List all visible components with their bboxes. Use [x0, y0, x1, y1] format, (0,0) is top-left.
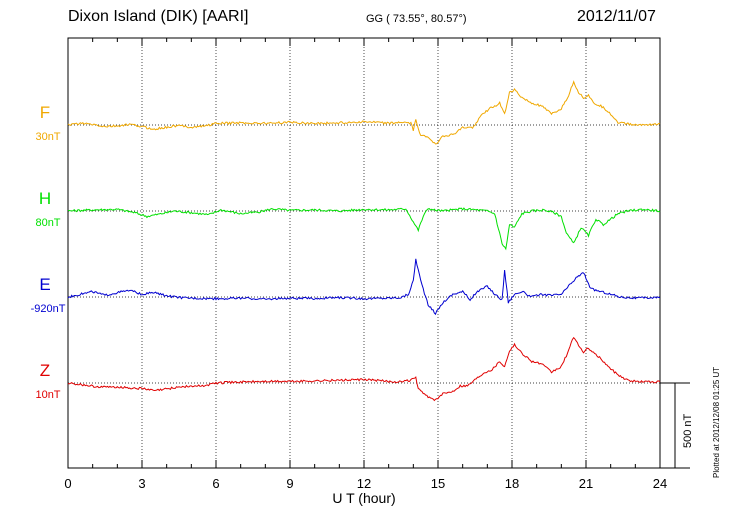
tick-label-18: 18: [505, 476, 519, 491]
series-baseline-value-Z: 10nT: [35, 389, 60, 401]
station-title: Dixon Island (DIK) [AARI]: [68, 8, 249, 25]
series-line-E: [67, 258, 660, 316]
series-name-F: F: [40, 103, 50, 122]
scale-bar: 500 nT: [660, 382, 694, 469]
series-line-Z: [67, 336, 661, 402]
plotted-at-footer: Plotted at 2012/12/08 01:25 UT: [712, 366, 721, 478]
tick-label-24: 24: [653, 476, 667, 491]
tick-label-21: 21: [579, 476, 593, 491]
station-coordinates: GG ( 73.55°, 80.57°): [366, 13, 467, 25]
scale-bar-label: 500 nT: [682, 413, 694, 448]
tick-label-6: 6: [212, 476, 219, 491]
tick-label-12: 12: [357, 476, 371, 491]
series-line-H: [67, 207, 661, 251]
series-name-Z: Z: [40, 361, 50, 380]
series-baseline-value-E: -920nT: [31, 303, 66, 315]
plot-frame: [67, 37, 661, 469]
series-baseline-value-F: 30nT: [35, 131, 60, 143]
gridlines: [141, 38, 587, 468]
series-lines: [67, 80, 661, 402]
chart-date: 2012/11/07: [577, 8, 656, 25]
tick-label-0: 0: [64, 476, 71, 491]
tick-label-15: 15: [431, 476, 445, 491]
series-name-E: E: [39, 275, 50, 294]
tick-label-9: 9: [286, 476, 293, 491]
x-axis-label: U T (hour): [332, 490, 395, 506]
series-name-H: H: [39, 189, 51, 208]
series-labels: F 30nT H 80nT E -920nT Z 10nT: [31, 103, 66, 401]
tick-label-3: 3: [138, 476, 145, 491]
series-baseline-value-H: 80nT: [35, 217, 60, 229]
x-axis-ticks: 0 3 6 9 12 15 18 21 24: [64, 38, 667, 491]
series-line-F: [67, 80, 661, 145]
